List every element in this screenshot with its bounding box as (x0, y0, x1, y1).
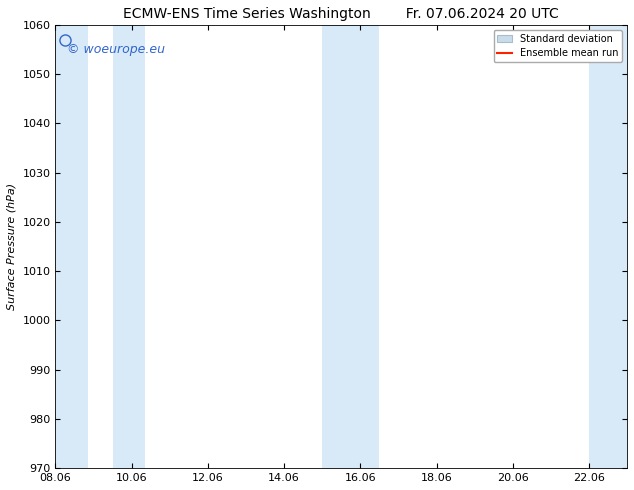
Bar (322, 25, 379, 468)
Y-axis label: Surface Pressure (hPa): Surface Pressure (hPa) (7, 183, 17, 310)
Text: © woeurope.eu: © woeurope.eu (67, 43, 165, 56)
Bar (589, 25, 627, 468)
Bar (113, 25, 145, 468)
Title: ECMW-ENS Time Series Washington        Fr. 07.06.2024 20 UTC: ECMW-ENS Time Series Washington Fr. 07.0… (124, 7, 559, 21)
Legend: Standard deviation, Ensemble mean run: Standard deviation, Ensemble mean run (493, 30, 622, 62)
Bar (56, 25, 88, 468)
